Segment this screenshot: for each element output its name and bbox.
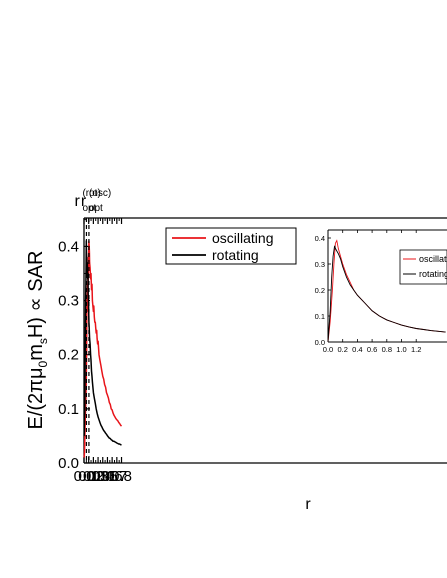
y-label-mu: μ xyxy=(25,367,47,379)
main-x-tick-label: 0.6 xyxy=(102,468,123,485)
r-opt-rot-sub: opt xyxy=(82,203,96,214)
inset-legend-label-rotating: rotating xyxy=(419,269,447,279)
inset-legend-label-oscillating: oscillating xyxy=(419,254,447,264)
x-axis-label: r xyxy=(305,496,311,513)
y-label-post: H) ∝ SAR xyxy=(25,250,47,338)
r-opt-rot-base: r xyxy=(74,193,80,210)
inset-x-tick-label: 1.0 xyxy=(396,345,406,354)
main-y-tick-label: 0.4 xyxy=(58,238,79,255)
inset-series xyxy=(327,239,446,343)
main-legend: oscillating rotating xyxy=(165,227,297,265)
main-legend-box xyxy=(165,227,297,265)
main-y-tick-label: 0.3 xyxy=(58,293,79,310)
r-opt-rot-label: r (rot) opt xyxy=(74,188,100,214)
r-opt-osc-base: r xyxy=(81,193,87,210)
inset-legend-box xyxy=(399,249,447,285)
inset-ticks: 0.0 0.2 0.4 0.6 0.8 1.0 1.2 0.0 0.1 0.2 0.3 0.4 xyxy=(315,230,421,354)
main-x-tick-label: 0.8 xyxy=(111,468,132,485)
main-y-tick-label: 0.2 xyxy=(58,347,79,364)
main-x-tick-label: 0.5 xyxy=(97,468,118,485)
y-label-pre: E/(2π xyxy=(25,379,47,429)
inset-y-tick-label: 0.0 xyxy=(315,338,325,347)
inset-y-tick-label: 0.2 xyxy=(315,286,325,295)
legend-label-oscillating: oscillating xyxy=(212,230,273,246)
main-series xyxy=(83,240,123,458)
inset-x-tick-label: 0.6 xyxy=(367,345,377,354)
inset-legend: oscillating rotating xyxy=(399,249,447,285)
main-y-tick-label: 0.1 xyxy=(58,401,79,418)
main-x-tick-label: 0.3 xyxy=(88,468,109,485)
inset-x-tick-label: 0.4 xyxy=(352,345,362,354)
r-opt-osc-sup: (osc) xyxy=(89,188,111,199)
inset-x-tick-label: 0.2 xyxy=(337,345,347,354)
main-y-tick-label: 0.0 xyxy=(58,455,79,472)
y-axis-label: E/(2πμ0msH) ∝ SAR xyxy=(25,250,50,429)
r-opt-osc-label: r (osc) opt xyxy=(81,188,111,214)
inset-series-line-rotating xyxy=(327,245,446,343)
inset-y-tick-label: 0.1 xyxy=(315,312,325,321)
main-x-tick-label: 0.7 xyxy=(106,468,127,485)
y-label-m-sub: s xyxy=(36,338,50,344)
main-x-tick-label: 0.0 xyxy=(74,468,95,485)
inset-x-tick-label: 0.8 xyxy=(382,345,392,354)
inset-x-tick-label: 0.0 xyxy=(323,345,333,354)
inset-plot: 0.0 0.2 0.4 0.6 0.8 1.0 1.2 0.0 0.1 0.2 0.3 0.4 osc… xyxy=(300,222,447,354)
y-label-mu-sub: 0 xyxy=(36,360,50,367)
r-opt-osc-sub: opt xyxy=(89,203,103,214)
main-x-tick-label: 0.4 xyxy=(92,468,113,485)
main-ticks: 0.00.10.20.30.40.50.60.70.80.00.10.20.30… xyxy=(58,218,132,485)
r-opt-rot-sup: (rot) xyxy=(82,188,100,199)
main-x-tick-label: 0.1 xyxy=(78,468,99,485)
inset-y-tick-label: 0.3 xyxy=(315,260,325,269)
inset-x-tick-label: 1.2 xyxy=(411,345,421,354)
main-x-tick-label: 0.2 xyxy=(83,468,104,485)
inset-y-tick-label: 0.4 xyxy=(315,234,325,243)
y-label-m: m xyxy=(25,344,47,361)
legend-label-rotating: rotating xyxy=(212,247,259,263)
